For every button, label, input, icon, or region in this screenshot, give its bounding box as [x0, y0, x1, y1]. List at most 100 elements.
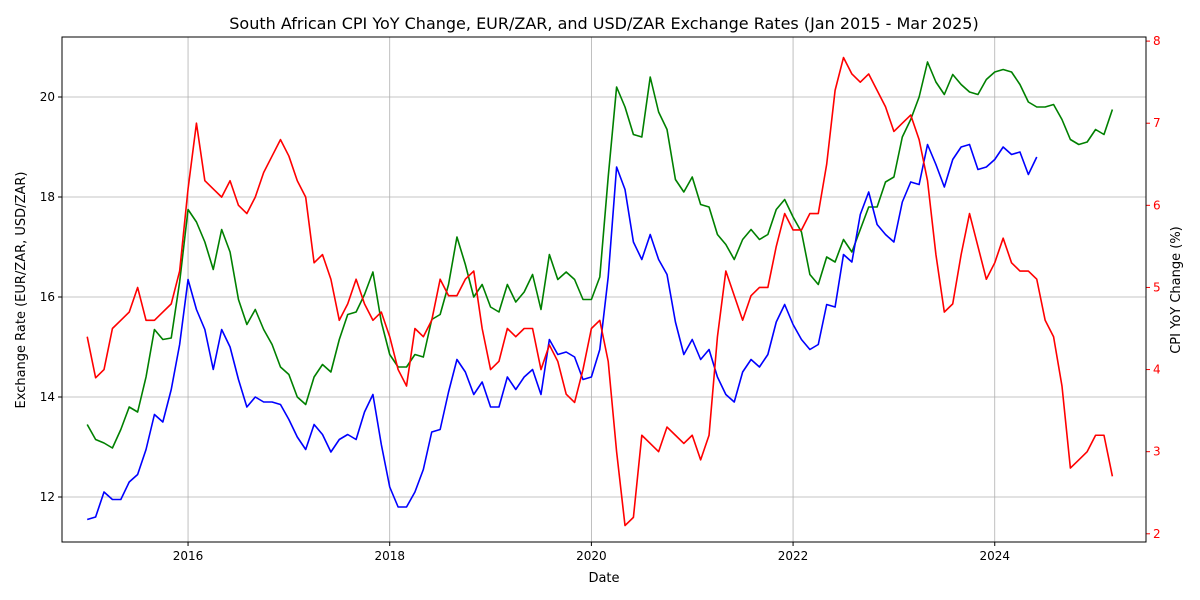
- data-point-eur: [288, 373, 290, 375]
- data-point-eur: [817, 283, 819, 285]
- data-point-usd: [624, 188, 626, 190]
- series-eur: [86, 61, 1114, 449]
- y-axis-left: 12 14 16 18 20: [40, 90, 62, 504]
- data-point-usd: [641, 258, 643, 260]
- data-point-usd: [128, 481, 130, 483]
- data-point-eur: [590, 298, 592, 300]
- data-point-eur: [691, 176, 693, 178]
- data-point-eur: [313, 376, 315, 378]
- data-point-eur: [750, 228, 752, 230]
- data-point-cpi: [313, 262, 315, 264]
- data-point-usd: [187, 278, 189, 280]
- data-point-eur: [884, 181, 886, 183]
- data-point-usd: [834, 306, 836, 308]
- data-point-cpi: [599, 319, 601, 321]
- data-point-usd: [288, 418, 290, 420]
- data-point-usd: [985, 166, 987, 168]
- data-point-usd: [842, 253, 844, 255]
- data-point-cpi: [363, 303, 365, 305]
- data-point-eur: [103, 442, 105, 444]
- data-point-usd: [767, 353, 769, 355]
- data-point-cpi: [624, 524, 626, 526]
- data-point-cpi: [321, 253, 323, 255]
- data-point-usd: [758, 366, 760, 368]
- data-point-eur: [304, 403, 306, 405]
- data-point-cpi: [884, 106, 886, 108]
- data-point-cpi: [195, 122, 197, 124]
- data-point-usd: [741, 371, 743, 373]
- data-point-eur: [481, 283, 483, 285]
- data-point-cpi: [1002, 237, 1004, 239]
- data-point-usd: [582, 378, 584, 380]
- data-point-eur: [372, 271, 374, 273]
- chart-title: South African CPI YoY Change, EUR/ZAR, a…: [229, 14, 978, 33]
- data-point-eur: [1069, 138, 1071, 140]
- data-point-eur: [178, 281, 180, 283]
- data-point-eur: [615, 86, 617, 88]
- data-point-eur: [1019, 83, 1021, 85]
- data-point-eur: [195, 221, 197, 223]
- data-point-cpi: [531, 327, 533, 329]
- y-right-tick-label: 3: [1153, 445, 1161, 459]
- data-point-cpi: [825, 163, 827, 165]
- data-point-usd: [910, 181, 912, 183]
- data-point-usd: [994, 158, 996, 160]
- data-point-cpi: [960, 253, 962, 255]
- data-point-usd: [590, 376, 592, 378]
- data-point-cpi: [120, 319, 122, 321]
- data-point-cpi: [170, 303, 172, 305]
- data-point-eur: [548, 253, 550, 255]
- data-point-cpi: [405, 385, 407, 387]
- data-point-cpi: [901, 122, 903, 124]
- data-point-eur: [943, 93, 945, 95]
- data-point-cpi: [355, 278, 357, 280]
- data-point-eur: [624, 106, 626, 108]
- data-point-cpi: [716, 336, 718, 338]
- data-point-eur: [271, 343, 273, 345]
- data-point-usd: [338, 438, 340, 440]
- data-point-usd: [943, 186, 945, 188]
- data-point-cpi: [229, 180, 231, 182]
- data-point-cpi: [1061, 385, 1063, 387]
- data-point-cpi: [565, 393, 567, 395]
- data-point-cpi: [708, 434, 710, 436]
- data-point-eur: [1094, 128, 1096, 130]
- data-point-usd: [220, 328, 222, 330]
- data-point-cpi: [414, 327, 416, 329]
- data-point-cpi: [935, 253, 937, 255]
- data-point-eur: [389, 353, 391, 355]
- x-tick-label: 2020: [576, 549, 607, 563]
- data-point-usd: [1027, 173, 1029, 175]
- data-point-usd: [447, 391, 449, 393]
- data-point-cpi: [389, 336, 391, 338]
- data-point-usd: [868, 191, 870, 193]
- data-point-usd: [229, 346, 231, 348]
- data-point-cpi: [1086, 450, 1088, 452]
- data-point-usd: [246, 406, 248, 408]
- data-point-cpi: [876, 89, 878, 91]
- data-point-cpi: [851, 73, 853, 75]
- data-point-cpi: [868, 73, 870, 75]
- data-point-cpi: [994, 262, 996, 264]
- y-axis-right-title: CPI YoY Change (%): [1169, 226, 1184, 354]
- data-point-eur: [220, 228, 222, 230]
- data-point-cpi: [1078, 459, 1080, 461]
- data-point-cpi: [775, 245, 777, 247]
- data-point-usd: [674, 321, 676, 323]
- data-point-eur: [565, 271, 567, 273]
- y-right-tick-label: 5: [1153, 280, 1161, 294]
- data-point-eur: [741, 238, 743, 240]
- data-point-eur: [968, 91, 970, 93]
- data-point-eur: [145, 376, 147, 378]
- series-usd: [86, 143, 1038, 521]
- data-point-eur: [1002, 68, 1004, 70]
- data-point-eur: [666, 128, 668, 130]
- data-point-cpi: [548, 344, 550, 346]
- data-point-cpi: [910, 114, 912, 116]
- data-point-eur: [279, 366, 281, 368]
- data-point-usd: [195, 308, 197, 310]
- data-point-cpi: [683, 442, 685, 444]
- data-point-cpi: [489, 368, 491, 370]
- data-point-cpi: [1036, 278, 1038, 280]
- data-point-cpi: [968, 212, 970, 214]
